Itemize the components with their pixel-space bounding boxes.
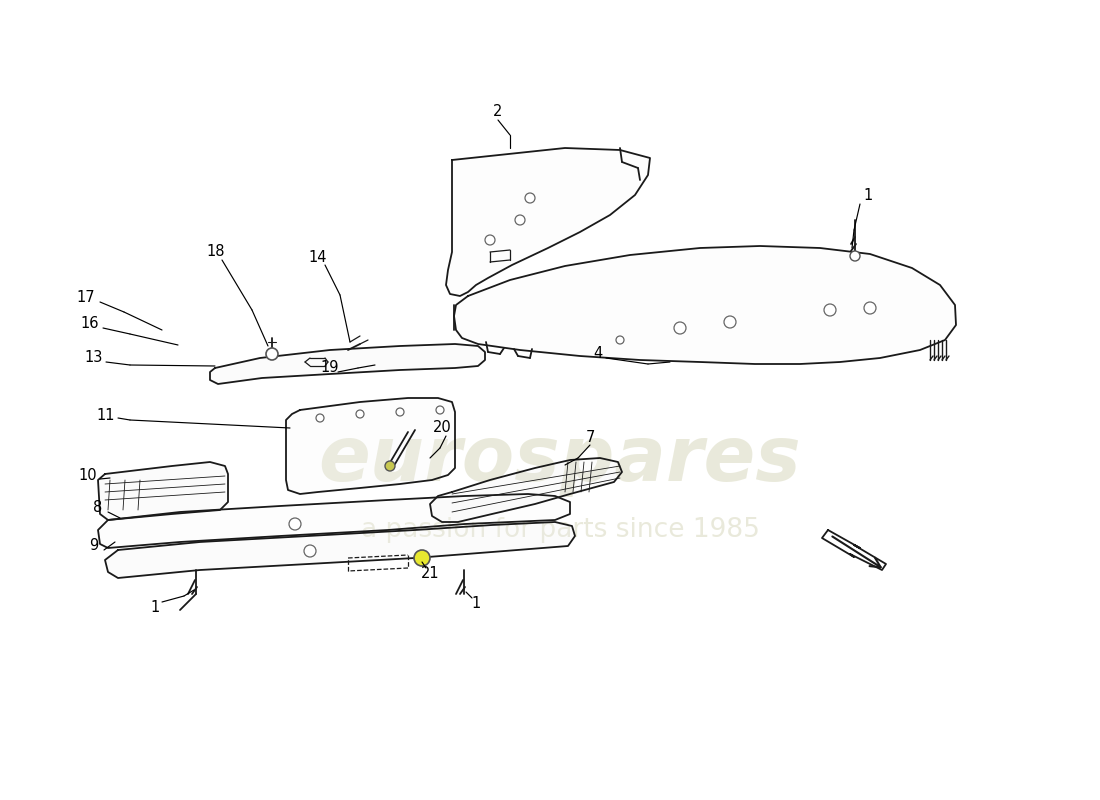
Polygon shape bbox=[98, 462, 228, 520]
Circle shape bbox=[289, 518, 301, 530]
Polygon shape bbox=[210, 344, 485, 384]
Circle shape bbox=[266, 348, 278, 360]
Text: 1: 1 bbox=[151, 601, 160, 615]
Text: 14: 14 bbox=[309, 250, 328, 266]
Circle shape bbox=[304, 545, 316, 557]
Polygon shape bbox=[454, 246, 956, 364]
Text: 8: 8 bbox=[94, 501, 102, 515]
Circle shape bbox=[824, 304, 836, 316]
Circle shape bbox=[396, 408, 404, 416]
Text: a passion for parts since 1985: a passion for parts since 1985 bbox=[361, 517, 759, 543]
Circle shape bbox=[515, 215, 525, 225]
Polygon shape bbox=[98, 494, 570, 548]
Text: 18: 18 bbox=[207, 245, 226, 259]
Circle shape bbox=[414, 550, 430, 566]
Polygon shape bbox=[446, 148, 650, 296]
Circle shape bbox=[724, 316, 736, 328]
Circle shape bbox=[674, 322, 686, 334]
Text: 16: 16 bbox=[80, 317, 99, 331]
Circle shape bbox=[864, 302, 876, 314]
Text: 21: 21 bbox=[420, 566, 439, 582]
Polygon shape bbox=[286, 398, 455, 494]
Polygon shape bbox=[104, 522, 575, 578]
Circle shape bbox=[850, 251, 860, 261]
Circle shape bbox=[485, 235, 495, 245]
Text: 10: 10 bbox=[79, 467, 97, 482]
Circle shape bbox=[316, 414, 324, 422]
Text: 9: 9 bbox=[89, 538, 99, 554]
Text: 13: 13 bbox=[85, 350, 103, 366]
Text: 17: 17 bbox=[77, 290, 96, 306]
Circle shape bbox=[616, 336, 624, 344]
Polygon shape bbox=[430, 458, 622, 522]
Text: 11: 11 bbox=[97, 407, 116, 422]
Text: 1: 1 bbox=[472, 597, 481, 611]
Circle shape bbox=[385, 461, 395, 471]
Text: 2: 2 bbox=[493, 105, 503, 119]
Text: 7: 7 bbox=[585, 430, 595, 446]
Circle shape bbox=[356, 410, 364, 418]
Text: 20: 20 bbox=[432, 421, 451, 435]
Text: 4: 4 bbox=[593, 346, 603, 362]
Text: 1: 1 bbox=[864, 187, 872, 202]
Text: eurospares: eurospares bbox=[319, 423, 802, 497]
Text: 19: 19 bbox=[321, 361, 339, 375]
Circle shape bbox=[436, 406, 444, 414]
Circle shape bbox=[525, 193, 535, 203]
